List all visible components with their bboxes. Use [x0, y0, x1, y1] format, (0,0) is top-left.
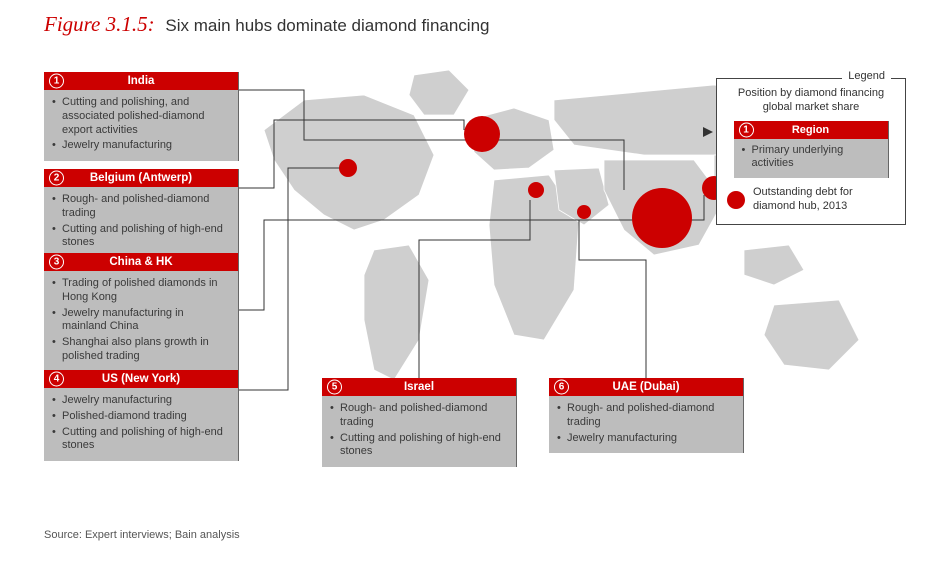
hub-box-3: 3 China & HK Trading of polished diamonds …: [44, 253, 239, 372]
hub-body: Trading of polished diamonds in Hong Kon…: [44, 271, 238, 372]
hub-header: 6 UAE (Dubai): [549, 378, 743, 396]
hub-activity: Polished-diamond trading: [52, 410, 230, 424]
hub-activity: Jewelry manufacturing: [52, 394, 230, 408]
hub-box-1: 1 India Cutting and polishing, and associa…: [44, 72, 239, 161]
hub-activity: Cutting and polishing, and associated po…: [52, 96, 230, 137]
hub-name: US (New York): [102, 373, 180, 385]
hub-name: India: [128, 75, 155, 87]
legend-sample-number: 1: [739, 122, 754, 137]
hub-header: 5 Israel: [322, 378, 516, 396]
hub-activity: Cutting and polishing of high-end stones: [330, 432, 508, 460]
hub-name: Israel: [404, 381, 434, 393]
hub-box-6: 6 UAE (Dubai) Rough- and polished-diamond …: [549, 378, 744, 453]
legend-sample-body: Primary underlying activities: [734, 139, 888, 179]
hub-header: 2 Belgium (Antwerp): [44, 169, 238, 187]
figure-title: Figure 3.1.5: Six main hubs dominate dia…: [44, 12, 490, 37]
hub-activity: Shanghai also plans growth in polished t…: [52, 336, 230, 364]
hub-body: Rough- and polished-diamond trading Jewel…: [549, 396, 743, 453]
hub-body: Cutting and polishing, and associated po…: [44, 90, 238, 161]
hub-header: 4 US (New York): [44, 370, 238, 388]
legend-sample-header: 1 Region: [734, 121, 888, 139]
source-text: Source: Expert interviews; Bain analysis: [44, 529, 240, 541]
hub-name: China & HK: [109, 256, 172, 268]
hub-body: Jewelry manufacturing Polished-diamond tr…: [44, 388, 238, 461]
legend-position-text: Position by diamond financing global mar…: [727, 87, 895, 115]
hub-body: Rough- and polished-diamond tradingCutti…: [322, 396, 516, 467]
hub-body: Rough- and polished-diamond tradingCutti…: [44, 187, 238, 258]
legend-title: Legend: [842, 70, 891, 82]
figure-label: Figure 3.1.5:: [44, 12, 155, 36]
hub-box-4: 4 US (New York) Jewelry manufacturing Polis…: [44, 370, 239, 461]
hub-activity: Jewelry manufacturing in mainland China: [52, 307, 230, 335]
hub-name: Belgium (Antwerp): [90, 172, 192, 184]
hub-header: 1 India: [44, 72, 238, 90]
hub-activity: Rough- and polished-diamond trading: [330, 402, 508, 430]
hub-activity: Jewelry manufacturing: [557, 432, 735, 446]
hub-name: UAE (Dubai): [612, 381, 679, 393]
legend-marker-icon: [727, 191, 745, 209]
legend-dot-text: Outstanding debt for diamond hub, 2013: [753, 186, 895, 214]
legend-sample-activity: Primary underlying activities: [742, 144, 880, 172]
legend-box: Legend Position by diamond financing glo…: [716, 78, 906, 225]
hub-header: 3 China & HK: [44, 253, 238, 271]
hub-number: 1: [49, 74, 64, 89]
hub-activity: Jewelry manufacturing: [52, 139, 230, 153]
hub-box-2: 2 Belgium (Antwerp) Rough- and polished-di…: [44, 169, 239, 258]
hub-activity: Rough- and polished-diamond trading: [557, 402, 735, 430]
legend-arrow-icon: [703, 127, 713, 137]
legend-sample-box: 1 Region Primary underlying activities: [734, 121, 889, 179]
hub-number: 5: [327, 380, 342, 395]
hub-number: 3: [49, 255, 64, 270]
hub-number: 4: [49, 372, 64, 387]
hub-number: 6: [554, 380, 569, 395]
hub-activity: Trading of polished diamonds in Hong Kon…: [52, 277, 230, 305]
hub-number: 2: [49, 171, 64, 186]
hub-activity: Cutting and polishing of high-end stones: [52, 223, 230, 251]
hub-activity: Cutting and polishing of high-end stones: [52, 426, 230, 454]
legend-sample-region: Region: [792, 124, 829, 136]
map-area: 1 India Cutting and polishing, and associa…: [44, 60, 906, 470]
legend-dot-row: Outstanding debt for diamond hub, 2013: [727, 186, 895, 214]
hub-box-5: 5 Israel Rough- and polished-diamond tradi…: [322, 378, 517, 467]
hub-activity: Rough- and polished-diamond trading: [52, 193, 230, 221]
figure-title-text: Six main hubs dominate diamond financing: [165, 16, 489, 35]
